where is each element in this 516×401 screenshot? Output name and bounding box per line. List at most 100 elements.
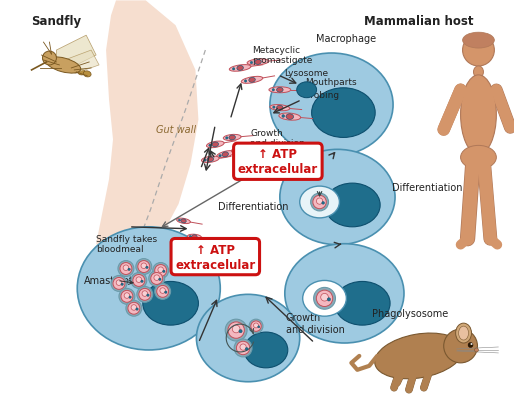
Ellipse shape: [286, 115, 294, 120]
Circle shape: [258, 326, 260, 328]
Circle shape: [272, 89, 275, 92]
Circle shape: [157, 286, 169, 298]
Ellipse shape: [334, 282, 390, 325]
Ellipse shape: [197, 295, 300, 382]
Ellipse shape: [461, 76, 496, 155]
Circle shape: [249, 319, 263, 333]
Circle shape: [273, 107, 275, 109]
Circle shape: [121, 284, 123, 286]
Circle shape: [225, 138, 228, 140]
Ellipse shape: [223, 135, 241, 141]
Ellipse shape: [244, 332, 288, 368]
Text: Differentiation: Differentiation: [392, 182, 462, 192]
Ellipse shape: [249, 78, 255, 83]
Circle shape: [234, 339, 252, 357]
Circle shape: [123, 265, 128, 271]
Circle shape: [314, 288, 335, 310]
Circle shape: [142, 291, 148, 297]
Ellipse shape: [270, 105, 290, 111]
Text: Mammalian host: Mammalian host: [364, 15, 474, 28]
Circle shape: [225, 319, 247, 341]
Circle shape: [232, 325, 240, 333]
Ellipse shape: [270, 54, 393, 157]
Circle shape: [471, 343, 472, 345]
Text: Probing: Probing: [304, 91, 339, 100]
Circle shape: [147, 294, 149, 297]
Circle shape: [139, 289, 151, 301]
Circle shape: [316, 290, 333, 307]
Ellipse shape: [222, 152, 229, 157]
Circle shape: [126, 301, 142, 316]
Text: Sandfly takes
bloodmeal: Sandfly takes bloodmeal: [96, 235, 157, 254]
Circle shape: [219, 155, 221, 158]
Ellipse shape: [46, 58, 80, 74]
Circle shape: [155, 284, 171, 300]
Circle shape: [250, 62, 253, 65]
Text: Macrophage: Macrophage: [316, 34, 377, 44]
Circle shape: [239, 330, 242, 333]
Text: Amastigote: Amastigote: [84, 276, 140, 286]
Circle shape: [475, 348, 478, 352]
Circle shape: [131, 273, 147, 289]
Ellipse shape: [247, 60, 269, 66]
Circle shape: [136, 308, 138, 310]
Ellipse shape: [206, 142, 224, 148]
Ellipse shape: [181, 219, 186, 223]
Text: Gut wall: Gut wall: [155, 125, 196, 135]
Ellipse shape: [375, 333, 463, 379]
Circle shape: [321, 294, 328, 301]
Text: Metacyclic
promastigote: Metacyclic promastigote: [252, 46, 312, 65]
Circle shape: [245, 81, 247, 83]
Circle shape: [119, 289, 135, 304]
Ellipse shape: [229, 65, 251, 72]
Circle shape: [236, 341, 250, 355]
Polygon shape: [59, 51, 99, 73]
Ellipse shape: [459, 326, 469, 340]
Ellipse shape: [255, 61, 261, 65]
Circle shape: [159, 278, 161, 281]
Ellipse shape: [192, 235, 197, 239]
Ellipse shape: [241, 77, 263, 84]
Circle shape: [209, 145, 211, 147]
Circle shape: [253, 323, 259, 328]
Circle shape: [322, 202, 325, 205]
Text: Phagolysosome: Phagolysosome: [372, 308, 448, 318]
Circle shape: [141, 280, 143, 283]
Text: Lysosome: Lysosome: [285, 69, 329, 78]
Ellipse shape: [300, 186, 340, 218]
Ellipse shape: [277, 88, 283, 93]
Circle shape: [311, 194, 329, 211]
Circle shape: [146, 267, 148, 269]
Ellipse shape: [297, 83, 317, 99]
Circle shape: [240, 344, 246, 350]
Ellipse shape: [461, 146, 496, 170]
Circle shape: [179, 220, 181, 222]
Ellipse shape: [201, 157, 219, 163]
Circle shape: [42, 52, 56, 66]
Text: Growth
and division: Growth and division: [250, 128, 305, 148]
Ellipse shape: [279, 114, 301, 121]
Ellipse shape: [229, 136, 235, 140]
Circle shape: [149, 271, 165, 287]
Circle shape: [133, 275, 145, 287]
Ellipse shape: [231, 146, 249, 154]
Ellipse shape: [176, 219, 190, 224]
Circle shape: [316, 198, 322, 205]
Ellipse shape: [212, 143, 219, 148]
Ellipse shape: [83, 72, 91, 78]
Circle shape: [124, 293, 130, 299]
Ellipse shape: [143, 282, 199, 325]
Circle shape: [118, 261, 134, 277]
Circle shape: [165, 291, 167, 294]
Circle shape: [137, 287, 153, 302]
Circle shape: [313, 196, 326, 209]
Ellipse shape: [269, 87, 291, 93]
Ellipse shape: [66, 66, 73, 72]
Circle shape: [189, 236, 191, 238]
Polygon shape: [96, 1, 199, 264]
Circle shape: [141, 263, 147, 269]
Circle shape: [113, 278, 125, 290]
Ellipse shape: [277, 106, 283, 111]
Circle shape: [163, 270, 165, 273]
Circle shape: [155, 265, 167, 277]
